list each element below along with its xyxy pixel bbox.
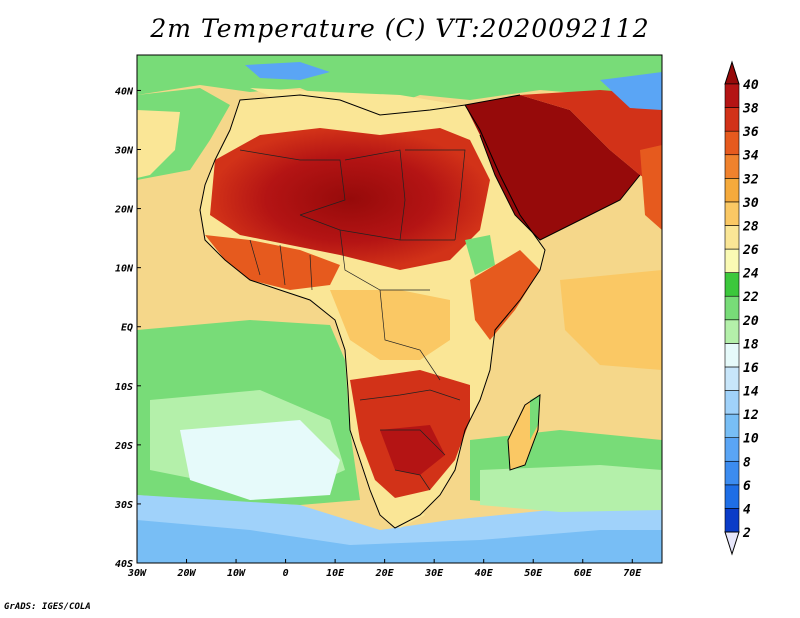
colorbar-swatch bbox=[724, 248, 740, 273]
x-tick-label: 20E bbox=[375, 568, 395, 579]
x-tick-label: 30W bbox=[127, 568, 147, 579]
colorbar-top-arrow bbox=[724, 60, 740, 85]
colorbar-label: 10 bbox=[743, 432, 759, 447]
y-tick-label: 30N bbox=[114, 146, 134, 157]
central-africa-warm bbox=[330, 290, 450, 360]
indian-ocean-light bbox=[480, 465, 662, 512]
southern-ocean-deep bbox=[137, 520, 662, 563]
madagascar-outline bbox=[507, 394, 541, 471]
x-tick-label: 20W bbox=[176, 568, 196, 579]
southern-africa-core bbox=[380, 425, 445, 475]
colorbar-label: 40 bbox=[743, 78, 759, 93]
credit-text: GrADS: IGES/COLA bbox=[4, 602, 91, 612]
colorbar-label: 32 bbox=[742, 172, 759, 187]
colorbar-swatch bbox=[724, 295, 740, 321]
arabian-peninsula bbox=[465, 95, 640, 240]
colorbar-swatch bbox=[724, 107, 740, 132]
colorbar-swatch bbox=[724, 508, 740, 533]
colorbar-label: 2 bbox=[742, 526, 751, 541]
colorbar-swatch bbox=[724, 178, 740, 203]
colorbar-swatch bbox=[724, 460, 740, 486]
india-hot bbox=[640, 145, 662, 230]
x-tick-label: 70E bbox=[623, 568, 642, 579]
temperature-field bbox=[137, 55, 662, 563]
colorbar-label: 30 bbox=[742, 196, 759, 211]
ethiopian-highlands bbox=[465, 235, 495, 275]
y-tick-label: 10S bbox=[115, 382, 133, 393]
colorbar-swatch bbox=[724, 484, 740, 509]
atlantic-warm-west bbox=[137, 110, 180, 178]
x-tick-label: 10W bbox=[227, 568, 246, 579]
colorbar-swatch bbox=[724, 201, 740, 226]
y-tick-label: 10N bbox=[115, 264, 134, 275]
middle-east-warm bbox=[520, 90, 662, 190]
east-africa-hot bbox=[470, 250, 540, 340]
iran-cool-patch bbox=[600, 72, 662, 110]
map-title: 2m Temperature (C) VT:2020092112 bbox=[150, 14, 650, 43]
colorbar-label: 16 bbox=[743, 361, 759, 376]
indian-ocean-warm bbox=[560, 270, 662, 370]
colorbar-label: 28 bbox=[742, 219, 759, 234]
y-tick-label: 30S bbox=[114, 500, 133, 511]
colorbar-label: 20 bbox=[742, 314, 759, 329]
x-tick-label: 40E bbox=[475, 568, 494, 579]
colorbar-label: 18 bbox=[743, 337, 759, 352]
colorbar-label: 14 bbox=[743, 385, 759, 400]
colorbar-swatch bbox=[724, 437, 740, 462]
arabia-coastline bbox=[464, 94, 641, 241]
colorbar-bottom-arrow bbox=[724, 531, 740, 556]
colorbar-swatch bbox=[724, 130, 740, 156]
south-atlantic-pale bbox=[180, 420, 340, 500]
y-tick-label: 20S bbox=[114, 441, 133, 452]
colorbar-swatch bbox=[724, 83, 740, 108]
y-tick-label: 40S bbox=[115, 559, 133, 570]
y-axis: 40N 30N 20N 10N EQ 10S 20S 30S 40S bbox=[114, 86, 141, 570]
colorbar-label: 36 bbox=[742, 125, 759, 140]
map-frame bbox=[136, 54, 663, 564]
colorbar-swatch bbox=[724, 225, 740, 250]
colorbar-label: 34 bbox=[742, 149, 759, 164]
colorbar-swatch bbox=[724, 343, 740, 368]
x-tick-label: 50E bbox=[524, 568, 543, 579]
cape-cool bbox=[375, 495, 425, 528]
colorbar-swatch bbox=[724, 390, 740, 415]
y-tick-label: EQ bbox=[121, 323, 133, 334]
y-tick-label: 40N bbox=[115, 86, 134, 97]
colorbar-swatch bbox=[724, 272, 740, 297]
colorbar-swatch bbox=[724, 154, 740, 179]
x-tick-label: 60E bbox=[574, 568, 593, 579]
colorbar-label: 38 bbox=[742, 102, 759, 117]
colorbar-label: 12 bbox=[743, 408, 759, 423]
madagascar-coast bbox=[530, 395, 540, 440]
west-africa-hot bbox=[205, 235, 340, 290]
colorbar-swatch bbox=[724, 413, 740, 438]
colorbar-swatch bbox=[724, 319, 740, 344]
x-tick-label: 30E bbox=[424, 568, 444, 579]
y-tick-label: 20N bbox=[114, 205, 134, 216]
africa-coastline bbox=[199, 94, 546, 529]
x-axis: 30W 20W 10W 0 10E 20E 30E 40E 50E 60E 70E bbox=[127, 559, 642, 579]
x-tick-label: 0 bbox=[283, 568, 289, 579]
colorbar-label: 4 bbox=[743, 502, 751, 517]
country-borders bbox=[239, 149, 466, 491]
colorbar-label: 26 bbox=[742, 243, 759, 258]
x-tick-label: 10E bbox=[326, 568, 345, 579]
colorbar-label: 22 bbox=[742, 290, 759, 305]
colorbar-label: 8 bbox=[743, 455, 751, 470]
colorbar-label: 24 bbox=[742, 267, 759, 282]
europe-cold-patch bbox=[245, 62, 330, 80]
colorbar-label: 6 bbox=[743, 479, 751, 494]
colorbar-swatch bbox=[724, 366, 740, 391]
sahara-hot-region bbox=[210, 128, 490, 270]
